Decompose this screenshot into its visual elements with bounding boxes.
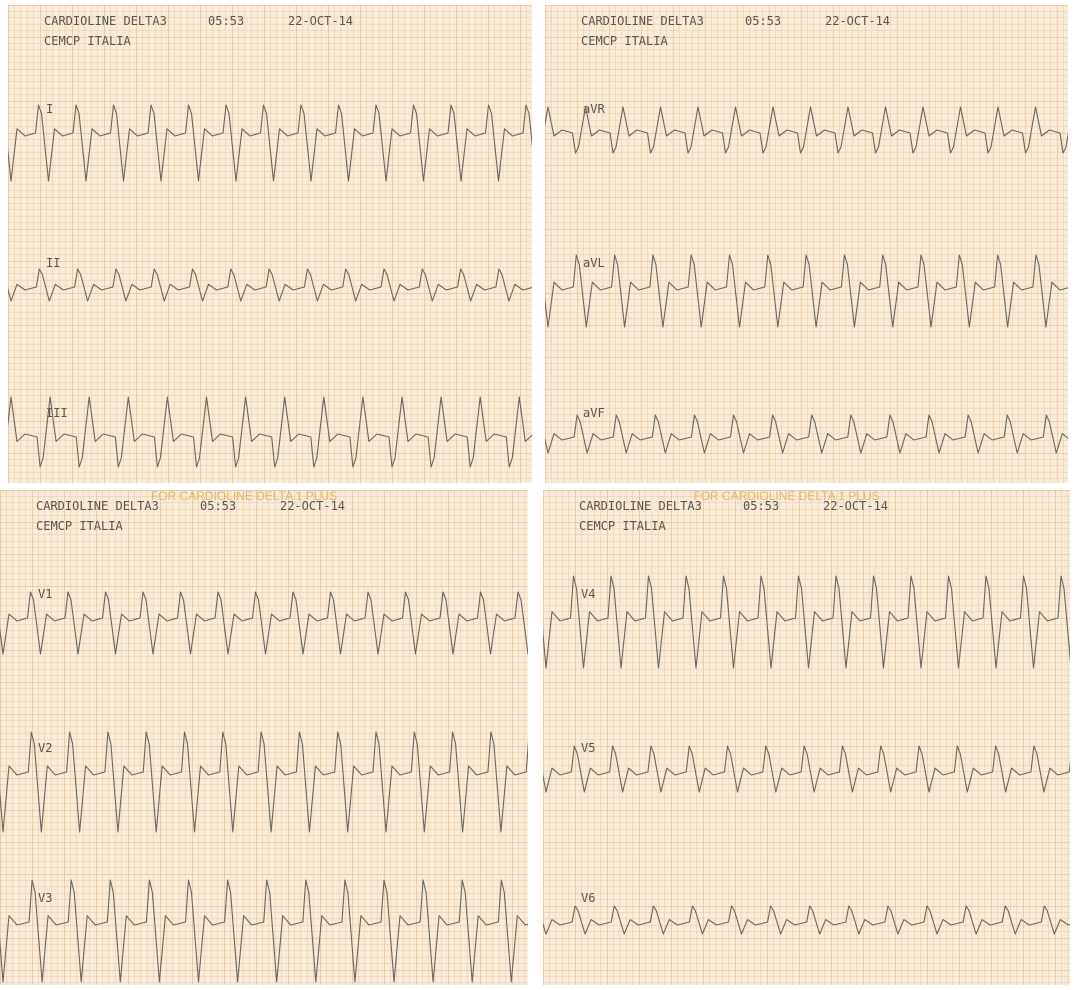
lead-label: aVL bbox=[583, 256, 605, 270]
time: 05:53 bbox=[200, 499, 236, 513]
lead-label: V2 bbox=[38, 741, 52, 755]
date: 22-OCT-14 bbox=[825, 14, 890, 28]
site: CEMCP ITALIA bbox=[44, 34, 131, 48]
lead-label: V3 bbox=[38, 891, 52, 905]
lead-label: V5 bbox=[581, 741, 595, 755]
device: CARDIOLINE DELTA3 bbox=[579, 499, 702, 513]
device: CARDIOLINE DELTA3 bbox=[44, 14, 167, 28]
lead-label: aVF bbox=[583, 406, 605, 420]
date: 22-OCT-14 bbox=[823, 499, 888, 513]
paper bbox=[8, 5, 532, 483]
ecg-sheet: CARDIOLINE DELTA3 05:53 22-OCT-14 CEMCP ITA… bbox=[0, 0, 1074, 990]
device: CARDIOLINE DELTA3 bbox=[36, 499, 159, 513]
paper bbox=[543, 490, 1070, 985]
paper bbox=[545, 5, 1068, 483]
date: 22-OCT-14 bbox=[280, 499, 345, 513]
time: 05:53 bbox=[743, 499, 779, 513]
site: CEMCP ITALIA bbox=[579, 519, 666, 533]
lead-label: II bbox=[46, 256, 60, 270]
device: CARDIOLINE DELTA3 bbox=[581, 14, 704, 28]
time: 05:53 bbox=[745, 14, 781, 28]
site: CEMCP ITALIA bbox=[36, 519, 123, 533]
lead-label: I bbox=[46, 102, 53, 116]
ecg-panel: CARDIOLINE DELTA3 05:53 22-OCT-14 CEMCP ITA… bbox=[8, 5, 532, 483]
time: 05:53 bbox=[208, 14, 244, 28]
lead-label: V6 bbox=[581, 891, 595, 905]
lead-label: V4 bbox=[581, 587, 595, 601]
lead-label: V1 bbox=[38, 587, 52, 601]
date: 22-OCT-14 bbox=[288, 14, 353, 28]
site: CEMCP ITALIA bbox=[581, 34, 668, 48]
ecg-panel: CARDIOLINE DELTA3 05:53 22-OCT-14 CEMCP ITA… bbox=[545, 5, 1068, 483]
